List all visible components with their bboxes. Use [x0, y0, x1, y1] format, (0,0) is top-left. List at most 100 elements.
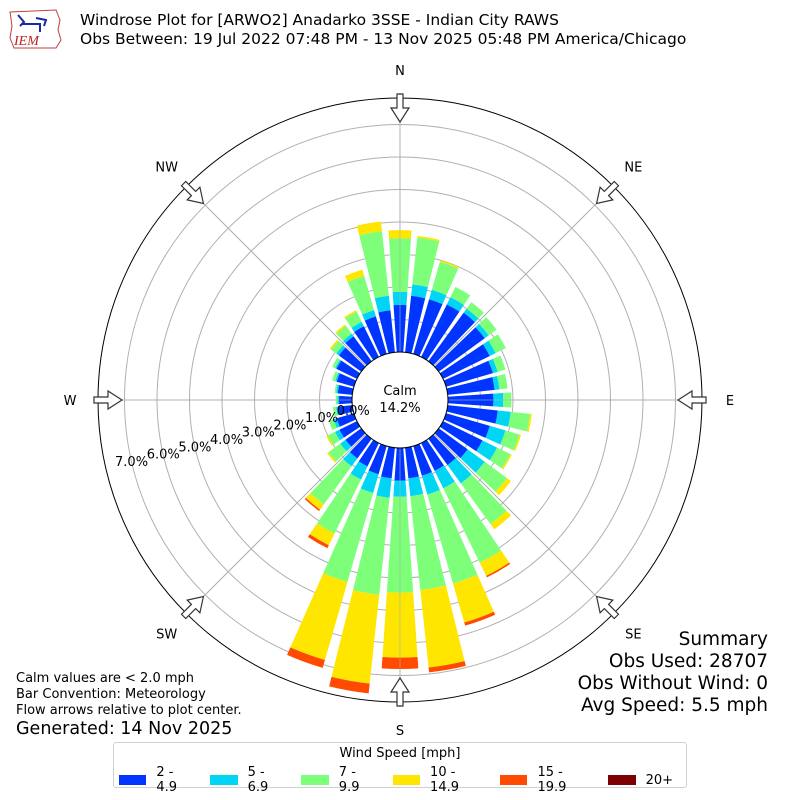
wind-bar-segment [495, 410, 511, 427]
wind-bar-segment [354, 326, 379, 361]
wind-bar-segment [464, 611, 496, 626]
wind-bar-segment [508, 411, 531, 432]
title-line-2: Obs Between: 19 Jul 2022 07:48 PM - 13 N… [80, 30, 687, 48]
wind-bar-segment [410, 493, 446, 590]
direction-label-ne: NE [624, 161, 642, 176]
wind-bar-segment [352, 495, 390, 595]
title-line-1: Windrose Plot for [ARWO2] Anadarko 3SSE … [80, 11, 559, 29]
wind-bar-segment [323, 488, 374, 582]
wind-bar-segment [443, 360, 493, 387]
wind-bar-segment [337, 405, 354, 416]
direction-label-w: W [64, 394, 77, 409]
direction-label-e: E [726, 394, 734, 409]
wind-bar-segment [331, 340, 344, 354]
wind-bar-segment [492, 375, 500, 390]
wind-bar-segment [345, 428, 366, 447]
legend-label: 10 - 14.9 [430, 765, 459, 795]
wind-bar-segment [347, 275, 375, 315]
wind-bar-segment [343, 452, 358, 467]
wind-bar-segment [463, 308, 479, 323]
wind-bar-segment [434, 327, 485, 372]
iem-logo: IEM [9, 9, 62, 49]
wind-bar-segment [332, 357, 340, 369]
chart-title: Windrose Plot for [ARWO2] Anadarko 3SSE … [80, 11, 686, 49]
flow-arrow-icon [180, 595, 205, 620]
wind-bar-segment [466, 302, 484, 319]
wind-bar-segment [333, 418, 340, 429]
wind-bar-segment [489, 447, 511, 469]
generated-date: Generated: 14 Nov 2025 [16, 719, 233, 739]
wind-bar-segment [332, 406, 338, 417]
wind-bar-segment [351, 321, 364, 332]
bar-convention-note: Bar Convention: Meteorology [16, 687, 206, 702]
legend-label: 7 - 9.9 [338, 765, 360, 795]
wind-bar-segment [405, 295, 426, 354]
legend-label: 20+ [645, 772, 674, 788]
wind-bar-segment [349, 434, 372, 459]
wind-bar-segment [513, 434, 522, 452]
wind-bar-segment [421, 304, 460, 361]
wind-bar-segment [339, 421, 361, 438]
wind-bar-segment [344, 310, 357, 319]
wind-bar-segment [317, 473, 362, 534]
wind-bar-segment [374, 295, 391, 313]
flow-arrow-icon [676, 389, 707, 411]
flow-arrow-icon [389, 676, 411, 707]
wind-bar-segment [428, 661, 466, 673]
radial-tick-label: 7.0% [115, 455, 148, 470]
wind-bar-segment [338, 347, 366, 372]
calm-note: Calm values are < 2.0 mph [16, 671, 195, 686]
legend-item: 15 - 19.9 [500, 765, 594, 795]
radial-tick-label: 0.0% [337, 404, 370, 419]
wind-bar-segment [335, 359, 342, 369]
radial-tick-label: 2.0% [273, 418, 306, 433]
direction-label-nw: NW [155, 161, 178, 176]
wind-bar-segment [331, 590, 380, 684]
wind-bar-segment [381, 446, 395, 479]
legend: Wind Speed [mph] 2 - 4.9 5 - 6.9 7 - 9.9 10… [113, 742, 687, 795]
wind-bar-segment [359, 231, 389, 299]
wind-bar-segment [427, 489, 478, 584]
wind-bar-segment [309, 523, 335, 546]
wind-bar-segment [421, 472, 440, 495]
wind-bar-segment [483, 340, 496, 357]
wind-bar-segment [492, 355, 506, 372]
wind-bar-segment [310, 459, 352, 505]
wind-bar-segment [360, 470, 379, 493]
wind-bar-segment [362, 310, 376, 321]
wind-bar-segment [335, 429, 344, 441]
wind-bar-segment [358, 439, 379, 467]
wind-bar-segment [378, 310, 395, 354]
wind-bar-segment [434, 428, 468, 459]
wind-bar-segment [412, 237, 440, 288]
wind-bar-segment [428, 312, 475, 366]
wind-bar-segment [450, 286, 471, 305]
radial-tick-label: 1.0% [305, 411, 338, 426]
wind-bar-segment [485, 425, 506, 445]
wind-bar-segment [340, 439, 352, 452]
wind-bar-segment [475, 461, 508, 492]
logo-text: IEM [13, 34, 40, 49]
legend-swatch [392, 775, 421, 785]
wind-bar-segment [368, 443, 387, 475]
legend-item: 5 - 6.9 [210, 765, 288, 795]
wind-bar-segment [479, 550, 510, 576]
wind-bar-segment [305, 493, 324, 510]
legend-label: 15 - 19.9 [537, 765, 567, 795]
legend-items: 2 - 4.9 5 - 6.9 7 - 9.9 10 - 14.9 15 - 19.9 2… [119, 765, 686, 795]
legend-item: 20+ [607, 772, 674, 788]
radial-tick-label: 3.0% [242, 426, 275, 441]
wind-bar-segment [439, 344, 490, 379]
wind-bar-segment [431, 261, 459, 296]
wind-bar-segment [337, 384, 354, 395]
wind-bar-segment [336, 360, 361, 379]
legend-swatch [301, 775, 329, 785]
wind-bar-segment [446, 377, 495, 395]
grid-spoke-overlay [186, 186, 367, 367]
wind-bar-segment [326, 435, 334, 446]
wind-bar-segment [443, 413, 490, 438]
wind-bar-segment [329, 339, 339, 350]
flow-arrow-icon [389, 93, 411, 124]
wind-bar-segment [439, 260, 459, 269]
